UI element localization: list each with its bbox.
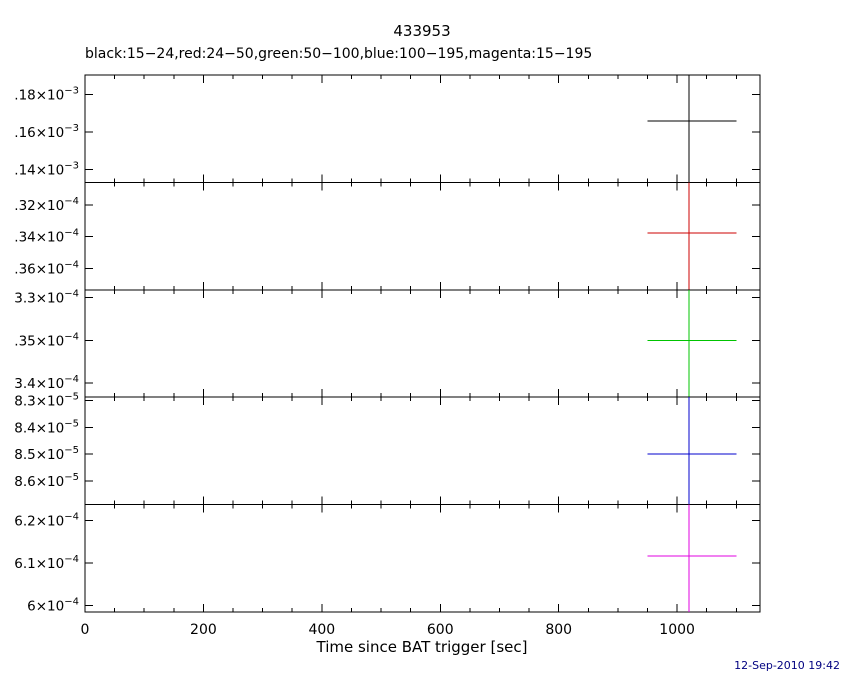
y-tick-label: 8.6×10−5 xyxy=(14,472,79,490)
panel-frame xyxy=(84,396,761,506)
x-tick-label: 1000 xyxy=(659,622,695,638)
panel-frame xyxy=(84,289,761,398)
y-tick-label: 8.5×10−5 xyxy=(14,445,79,463)
y-tick-label: 6.1×10−4 xyxy=(14,554,79,572)
y-tick-label: 6.2×10−4 xyxy=(14,512,79,530)
x-tick-label: 0 xyxy=(81,622,90,638)
x-tick-label: 800 xyxy=(545,622,572,638)
y-tick-label: .18×10−3 xyxy=(14,85,79,103)
y-tick-label: .32×10−4 xyxy=(14,196,79,214)
panel-frame xyxy=(84,74,761,183)
y-tick-label: .16×10−3 xyxy=(14,123,79,141)
y-tick-label: 8.3×10−5 xyxy=(14,391,79,409)
y-tick-label: .36×10−4 xyxy=(14,259,79,277)
y-tick-label: 6×10−4 xyxy=(27,597,79,615)
x-axis-label: Time since BAT trigger [sec] xyxy=(316,638,528,656)
y-tick-label: 3.3×10−4 xyxy=(14,288,79,306)
x-tick-label: 600 xyxy=(427,622,454,638)
timestamp: 12-Sep-2010 19:42 xyxy=(734,659,840,672)
x-tick-label: 200 xyxy=(190,622,217,638)
chart-title: 433953 xyxy=(393,22,450,40)
y-tick-label: .35×10−4 xyxy=(14,331,79,349)
plot-body: .18×10−3 .16×10−3 .14×10−3 .32×10−4 .34×10−4… xyxy=(14,74,761,638)
panel-frame xyxy=(84,504,761,613)
y-tick-label: 8.4×10−5 xyxy=(14,418,79,436)
y-tick-label: 3.4×10−4 xyxy=(14,374,79,392)
y-tick-label: .14×10−3 xyxy=(14,161,79,179)
chart-subtitle: black:15−24,red:24−50,green:50−100,blue:… xyxy=(85,46,592,62)
x-tick-label: 400 xyxy=(308,622,335,638)
y-tick-label: .34×10−4 xyxy=(14,228,79,246)
panel-frame xyxy=(84,181,761,291)
